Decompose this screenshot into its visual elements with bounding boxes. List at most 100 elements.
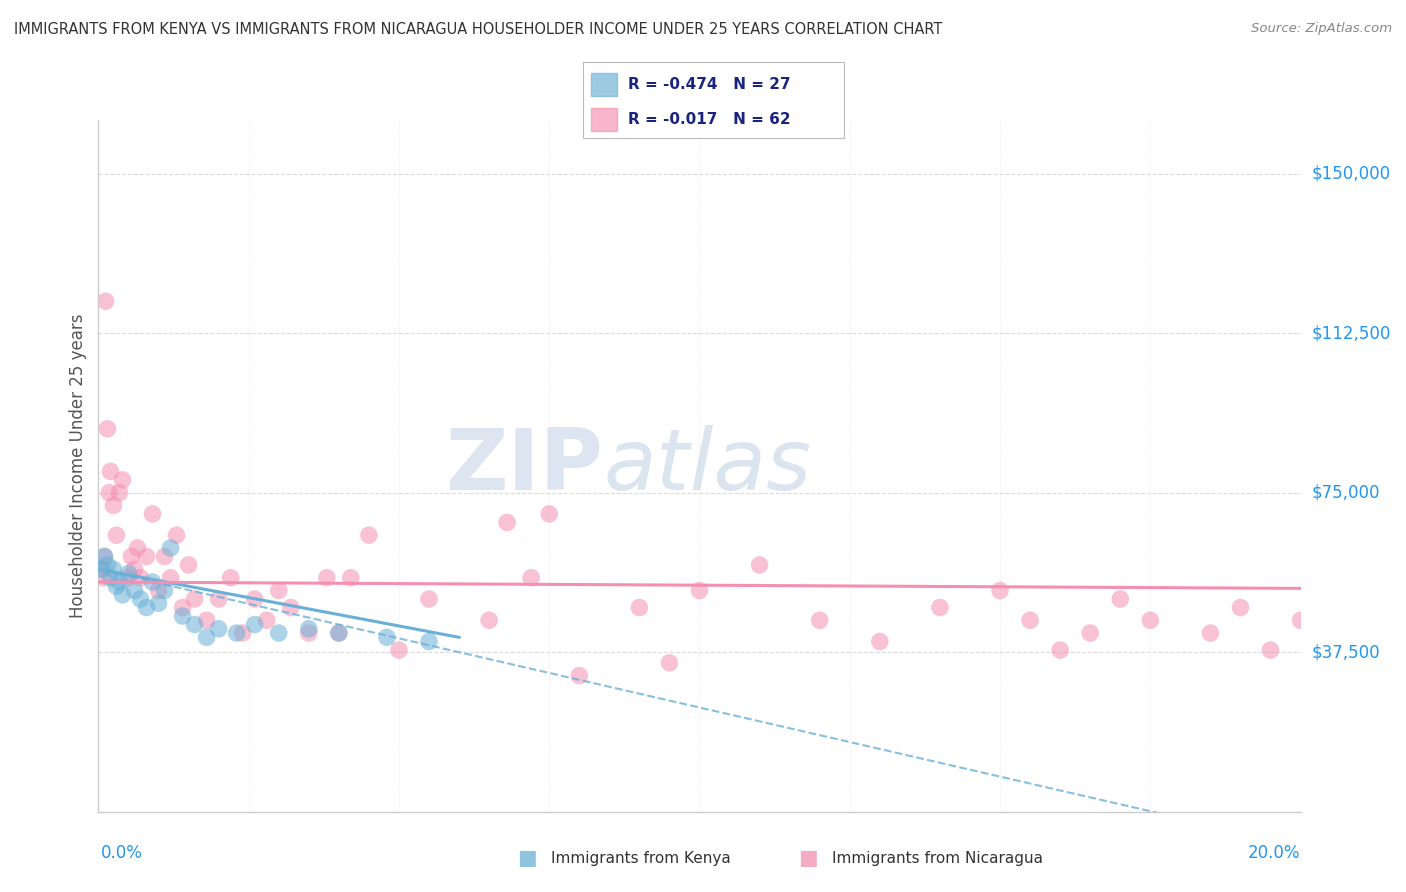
- Text: R = -0.474   N = 27: R = -0.474 N = 27: [627, 77, 790, 92]
- Point: [243, 592, 266, 607]
- Point: [153, 583, 176, 598]
- Point: [628, 600, 651, 615]
- Point: [418, 634, 440, 648]
- Point: [159, 541, 181, 555]
- Point: [117, 566, 139, 581]
- Point: [135, 600, 157, 615]
- Text: ZIP: ZIP: [446, 425, 603, 508]
- Text: Source: ZipAtlas.com: Source: ZipAtlas.com: [1251, 22, 1392, 36]
- Point: [129, 592, 152, 607]
- Point: [148, 596, 170, 610]
- Bar: [592, 108, 617, 130]
- Point: [1049, 643, 1071, 657]
- Point: [520, 571, 543, 585]
- Point: [1229, 600, 1251, 615]
- Point: [108, 574, 131, 589]
- Point: [1260, 643, 1282, 657]
- Point: [183, 617, 205, 632]
- Point: [129, 571, 152, 585]
- Point: [688, 583, 710, 598]
- Text: Immigrants from Kenya: Immigrants from Kenya: [551, 851, 731, 865]
- Point: [357, 528, 380, 542]
- Point: [267, 583, 290, 598]
- Point: [1109, 592, 1132, 607]
- Point: [496, 516, 519, 530]
- Point: [232, 626, 254, 640]
- Point: [153, 549, 176, 564]
- Text: $112,500: $112,500: [1312, 324, 1391, 343]
- Point: [100, 571, 122, 585]
- Point: [195, 630, 218, 644]
- Point: [121, 549, 143, 564]
- Point: [148, 583, 170, 598]
- Point: [568, 668, 591, 682]
- Text: 20.0%: 20.0%: [1249, 844, 1301, 862]
- Point: [172, 600, 194, 615]
- Point: [94, 294, 117, 309]
- Point: [111, 473, 134, 487]
- Point: [375, 630, 398, 644]
- Point: [315, 571, 337, 585]
- Point: [280, 600, 302, 615]
- Point: [658, 656, 681, 670]
- Point: [1078, 626, 1101, 640]
- Point: [340, 571, 363, 585]
- Y-axis label: Householder Income Under 25 years: Householder Income Under 25 years: [69, 314, 87, 618]
- Point: [208, 622, 231, 636]
- Point: [96, 558, 118, 572]
- Point: [91, 571, 114, 585]
- Point: [808, 613, 831, 627]
- Point: [225, 626, 247, 640]
- Point: [478, 613, 501, 627]
- Point: [93, 549, 115, 564]
- Point: [90, 562, 112, 576]
- Point: [388, 643, 411, 657]
- Point: [1199, 626, 1222, 640]
- Point: [748, 558, 770, 572]
- Point: [195, 613, 218, 627]
- Point: [90, 562, 112, 576]
- Point: [141, 507, 163, 521]
- Point: [538, 507, 561, 521]
- Text: Immigrants from Nicaragua: Immigrants from Nicaragua: [832, 851, 1043, 865]
- Point: [183, 592, 205, 607]
- Point: [328, 626, 350, 640]
- Bar: [592, 73, 617, 95]
- Point: [98, 485, 121, 500]
- Point: [988, 583, 1011, 598]
- Text: R = -0.017   N = 62: R = -0.017 N = 62: [627, 112, 790, 127]
- Point: [103, 562, 125, 576]
- Point: [328, 626, 350, 640]
- Text: $37,500: $37,500: [1312, 643, 1381, 661]
- Point: [418, 592, 440, 607]
- Point: [103, 499, 125, 513]
- Point: [929, 600, 952, 615]
- Point: [105, 579, 128, 593]
- Point: [298, 622, 321, 636]
- Point: [124, 562, 146, 576]
- Point: [93, 549, 115, 564]
- Point: [172, 609, 194, 624]
- Point: [267, 626, 290, 640]
- Point: [108, 485, 131, 500]
- Point: [219, 571, 242, 585]
- Text: atlas: atlas: [603, 425, 811, 508]
- Point: [96, 422, 118, 436]
- Point: [127, 541, 149, 555]
- Text: $75,000: $75,000: [1312, 483, 1381, 501]
- Point: [1139, 613, 1161, 627]
- Point: [111, 588, 134, 602]
- Point: [208, 592, 231, 607]
- Point: [100, 464, 122, 478]
- Point: [124, 583, 146, 598]
- Point: [298, 626, 321, 640]
- Text: ■: ■: [799, 848, 818, 868]
- Point: [243, 617, 266, 632]
- Text: $150,000: $150,000: [1312, 165, 1391, 183]
- Point: [135, 549, 157, 564]
- Point: [159, 571, 181, 585]
- Text: IMMIGRANTS FROM KENYA VS IMMIGRANTS FROM NICARAGUA HOUSEHOLDER INCOME UNDER 25 Y: IMMIGRANTS FROM KENYA VS IMMIGRANTS FROM…: [14, 22, 942, 37]
- Text: ■: ■: [517, 848, 537, 868]
- Point: [166, 528, 188, 542]
- Point: [869, 634, 891, 648]
